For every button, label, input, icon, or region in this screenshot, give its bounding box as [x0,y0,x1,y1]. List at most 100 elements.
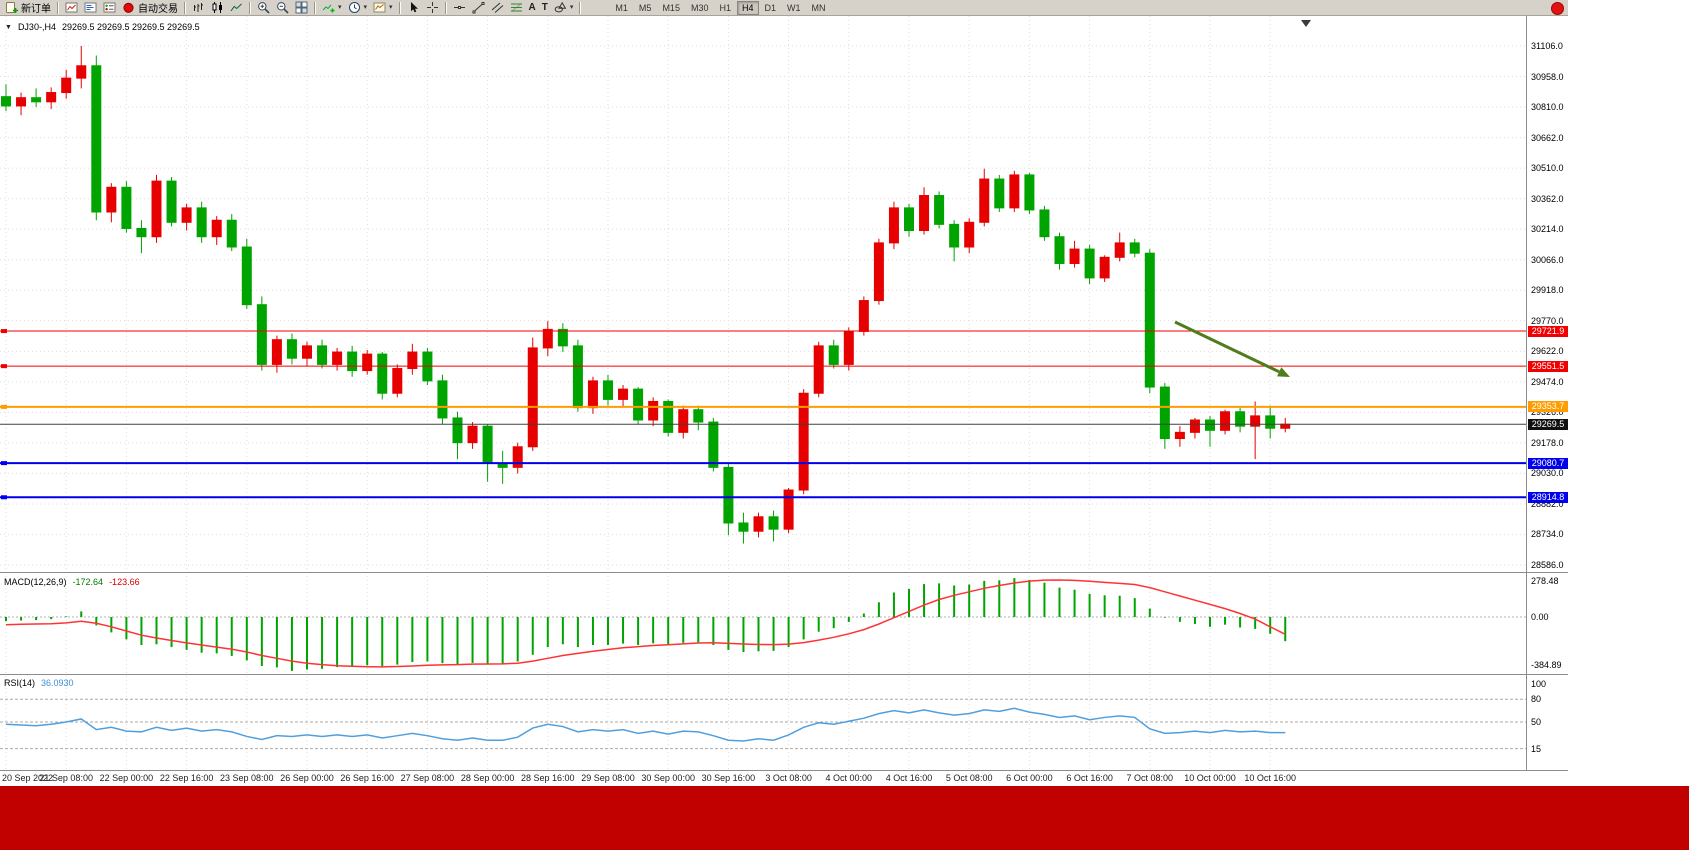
rsi-line [5,707,1286,742]
time-axis-label: 27 Sep 08:00 [400,773,455,783]
timeframe-mn-button[interactable]: MN [807,1,831,15]
candlestick-chart-icon [212,2,222,13]
channel-button[interactable] [488,0,507,15]
price-axis-label: 29918.0 [1531,285,1564,296]
time-axis-label: 10 Oct 00:00 [1184,773,1236,783]
price-axis-label: 28586.0 [1531,560,1564,570]
zoom-out-button[interactable] [273,0,292,15]
timeframe-w1-button[interactable]: W1 [782,1,806,15]
cursor-button[interactable] [404,0,423,15]
zoom-out-icon [277,2,289,14]
arrow-annotation-head [1277,367,1290,377]
rsi-label: RSI(14) 36.0930 [4,678,74,688]
label-tool-button[interactable]: T [539,0,551,15]
charts-button[interactable] [62,0,81,15]
tile-windows-button[interactable] [292,0,311,15]
macd-value: -172.64 [72,577,104,587]
price-line-tag: 29080.7 [1528,457,1568,469]
time-axis-label: 30 Sep 00:00 [641,773,695,783]
time-axis-label: 4 Oct 00:00 [825,773,873,783]
one-click-toggle-icon[interactable]: ▼ [5,23,12,31]
time-axis-label: 29 Sep 08:00 [581,773,635,783]
text-tool-button[interactable]: A [526,0,539,15]
price-axis-label: 29030.0 [1531,468,1564,479]
pane-separators[interactable] [0,16,1568,771]
new-order-button[interactable]: 新订单 [2,0,54,15]
fibonacci-icon [510,3,522,12]
separator [314,1,316,14]
data-window-button[interactable] [100,0,119,15]
rsi-name: RSI(14) [4,678,36,688]
chart-plot[interactable] [0,16,1568,786]
bar-chart-button[interactable] [189,0,208,15]
time-axis-label: 23 Sep 08:00 [220,773,274,783]
timeframe-h4-button[interactable]: H4 [736,0,759,15]
price-line-tag: 29551.5 [1528,360,1568,372]
macd-histogram [5,578,1287,671]
periods-button[interactable]: ▾ [345,0,371,15]
separator [444,1,447,14]
price-axis-label: 31106.0 [1531,41,1563,51]
price-axis-label: 30362.0 [1531,193,1564,204]
clock-icon [348,2,360,13]
templates-button[interactable]: ▾ [370,0,396,15]
rsi-axis-label: 100 [1531,679,1547,689]
horizontal-line-objects[interactable] [0,329,1526,500]
timeframe-m30-button[interactable]: M30 [686,1,714,15]
price-axis-label: 30214.0 [1531,224,1564,235]
market-watch-button[interactable] [81,0,100,15]
tile-windows-icon [295,1,308,14]
current-price-tag: 29269.5 [1528,418,1568,430]
fibonacci-button[interactable] [507,0,526,15]
line-chart-button[interactable] [227,0,246,15]
price-axis-label: 30066.0 [1531,254,1564,265]
trendline-button[interactable] [469,0,488,15]
macd-name: MACD(12,26,9) [4,577,67,587]
price-line-tag: 28914.8 [1528,491,1568,503]
arrow-annotation [1174,320,1280,374]
time-axis-label: 4 Oct 16:00 [885,773,933,783]
timeframe-m15-button[interactable]: M15 [657,1,685,15]
price-axis-label: 30510.0 [1531,163,1564,174]
time-axis-label: 6 Oct 16:00 [1066,773,1113,783]
time-axis-label: 26 Sep 00:00 [280,773,334,783]
zoom-in-button[interactable] [254,0,273,15]
template-icon [373,2,386,13]
candlestick-chart-button[interactable] [208,0,227,15]
timeframe-d1-button[interactable]: D1 [760,1,782,15]
auto-trading-label: 自动交易 [138,4,178,15]
bar-chart-icon [194,3,203,12]
horizontal-line-button[interactable] [450,0,469,15]
data-window-icon [103,2,116,13]
time-axis-label: 28 Sep 16:00 [521,773,575,783]
text-tool-icon: A [528,2,536,13]
time-axis-label: 22 Sep 16:00 [159,773,214,783]
price-line-tag: 29353.7 [1528,401,1568,413]
price-axis-label: 29770.0 [1531,315,1564,326]
time-axis-label: 7 Oct 08:00 [1126,773,1174,783]
auto-trading-button[interactable]: 自动交易 [119,0,181,15]
timeframe-h1-button[interactable]: H1 [714,1,736,15]
time-axis-label: 30 Sep 16:00 [701,773,756,783]
separator [57,1,59,14]
chart-shift-marker[interactable] [1301,20,1311,27]
time-axis-label: 6 Oct 00:00 [1006,773,1053,783]
line-chart-icon [230,3,242,12]
timeframe-toolbar: M1 M5 M15 M30 H1 H4 D1 W1 MN [610,0,831,15]
shapes-button[interactable]: ▾ [551,0,577,15]
notification-badge[interactable] [1551,2,1564,15]
rsi-value: 36.0930 [41,678,74,688]
chart-window[interactable]: ▼ DJ30-,H4 29269.5 29269.5 29269.5 29269… [0,16,1568,786]
time-axis-label: 28 Sep 00:00 [460,773,515,783]
chevron-down-icon: ▾ [363,4,368,11]
separator [579,1,582,14]
timeframe-m5-button[interactable]: M5 [634,1,657,15]
crosshair-button[interactable] [423,0,442,15]
timeframe-m1-button[interactable]: M1 [610,1,633,15]
equidistant-channel-icon [491,2,503,13]
rsi-axis-label: 80 [1531,694,1542,705]
indicators-button[interactable]: ▾ [319,0,345,15]
price-axis-label: 30810.0 [1531,102,1564,113]
shapes-icon [554,1,567,13]
price-axis-label: 28882.0 [1531,498,1564,509]
